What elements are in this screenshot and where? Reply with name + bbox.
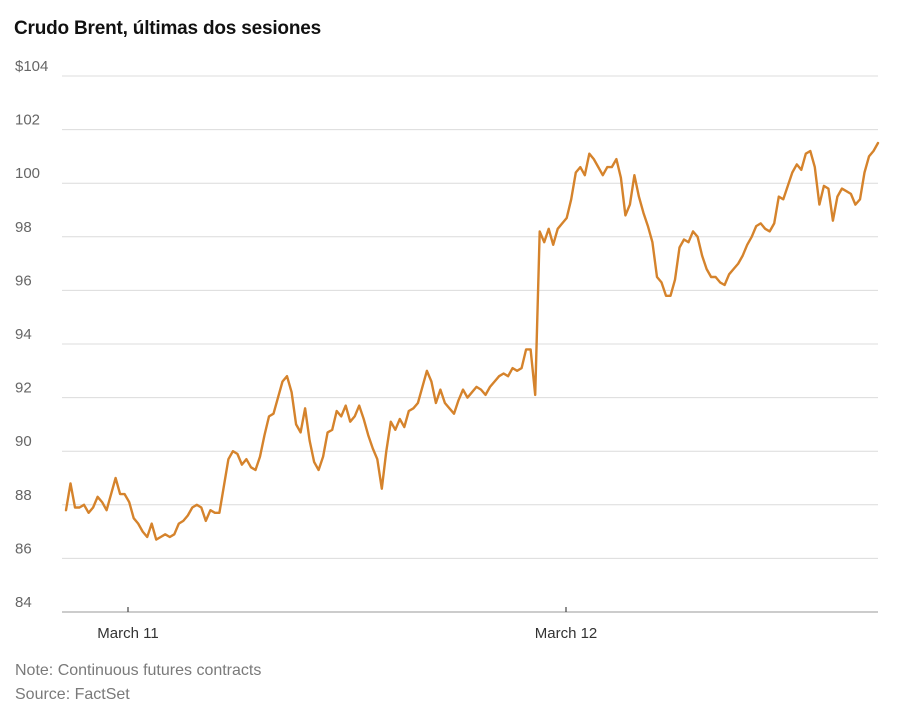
x-tick-label-march-11: March 11	[97, 625, 158, 642]
y-tick-label-94: 94	[15, 326, 32, 343]
y-tick-label-104: $104	[15, 58, 48, 75]
y-tick-label-102: 102	[15, 112, 40, 129]
y-axis-ticks: $104 102 100 98 96 94 92 90 88 86 84	[15, 58, 48, 611]
y-tick-label-86: 86	[15, 540, 32, 557]
y-tick-label-90: 90	[15, 433, 32, 450]
gridlines	[62, 75, 878, 559]
y-tick-label-88: 88	[15, 487, 32, 504]
series-layer	[64, 141, 880, 541]
brent-price-line	[64, 141, 880, 541]
x-tick-label-march-12: March 12	[535, 625, 598, 642]
y-tick-label-100: 100	[15, 165, 40, 182]
y-tick-label-92: 92	[15, 380, 32, 397]
y-tick-label-84: 84	[15, 594, 32, 611]
footnote: Note: Continuous futures contracts	[15, 662, 262, 679]
y-tick-label-96: 96	[15, 272, 32, 289]
source-note: Source: FactSet	[15, 686, 130, 703]
chart-title: Crudo Brent, últimas dos sesiones	[14, 18, 321, 39]
y-tick-label-98: 98	[15, 219, 32, 236]
